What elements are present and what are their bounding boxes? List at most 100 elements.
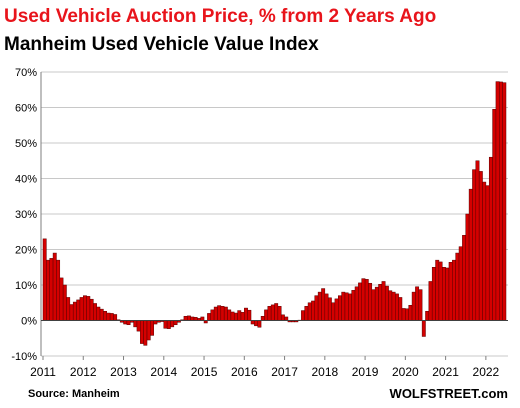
bar (448, 262, 453, 321)
x-tick-label: 2012 (70, 365, 97, 379)
bar (465, 213, 470, 321)
bar (314, 295, 319, 321)
bar (462, 235, 466, 321)
bar (240, 312, 245, 321)
chart-title: Used Vehicle Auction Price, % from 2 Yea… (4, 6, 437, 27)
bar (502, 82, 507, 321)
bar (327, 297, 332, 321)
bar (46, 259, 50, 321)
bar (374, 286, 379, 321)
bar (223, 306, 228, 321)
bar (89, 298, 94, 321)
bar (52, 252, 57, 321)
bar (76, 299, 81, 321)
bar (233, 312, 238, 321)
bar (371, 289, 376, 321)
bar (411, 291, 416, 321)
y-tick-label: 70% (15, 67, 37, 79)
x-tick-label: 2017 (271, 365, 298, 379)
x-tick-label: 2016 (231, 365, 258, 379)
bar (146, 320, 151, 341)
bar (351, 290, 356, 321)
x-tick-label: 2013 (110, 365, 137, 379)
bar (388, 290, 393, 321)
bar (59, 277, 64, 321)
bar (133, 320, 138, 328)
bar (170, 320, 175, 328)
bar (304, 306, 309, 321)
bar (274, 303, 279, 321)
bar (284, 316, 289, 321)
bar (187, 315, 191, 321)
bar (72, 301, 77, 321)
y-tick-label: -10% (11, 351, 37, 363)
bar (415, 286, 420, 321)
bar (93, 303, 97, 321)
bar (190, 316, 195, 321)
x-tick-label: 2014 (150, 365, 177, 379)
bar (79, 297, 84, 321)
x-axis-labels: 2011 2012 2013 2014 2015 2016 2017 2018 2019 2020… (30, 365, 499, 379)
bar (260, 315, 265, 321)
source-note: Source: Manheim (28, 388, 120, 400)
bar (398, 297, 403, 321)
x-tick-label: 2019 (352, 365, 379, 379)
bar (468, 188, 473, 321)
bar (103, 311, 107, 321)
y-tick-label: 60% (15, 103, 37, 115)
bar (368, 282, 373, 321)
chart-subtitle: Manheim Used Vehicle Value Index (4, 34, 319, 55)
bar (331, 302, 336, 321)
bar (277, 306, 282, 321)
bar (49, 258, 54, 321)
bar (254, 320, 258, 327)
bar (492, 109, 497, 321)
bar (425, 311, 430, 321)
y-tick-label: 20% (15, 245, 37, 257)
bar (301, 310, 305, 321)
bar (354, 286, 359, 321)
bar (482, 181, 487, 321)
bar (227, 309, 232, 321)
bar (311, 300, 316, 321)
bar (257, 320, 262, 328)
bar (384, 285, 389, 321)
bar (62, 284, 67, 321)
bar (213, 306, 218, 321)
bar (217, 305, 222, 321)
bar (230, 311, 235, 321)
bar (307, 302, 312, 321)
y-tick-label: 0% (21, 316, 37, 328)
bar (136, 320, 141, 332)
bar (475, 160, 480, 321)
bar (401, 308, 406, 321)
bar (163, 320, 168, 329)
x-tick-label: 2021 (432, 365, 459, 379)
bar (96, 306, 101, 321)
bar (42, 238, 47, 321)
bar (344, 292, 349, 321)
axes (40, 72, 508, 360)
x-tick-label: 2020 (392, 365, 419, 379)
bar (381, 281, 386, 321)
x-tick-label: 2018 (311, 365, 338, 379)
bar (83, 295, 87, 321)
bar (341, 291, 346, 321)
bar (418, 289, 423, 321)
bar (428, 281, 433, 321)
bar (438, 261, 443, 321)
bar (478, 171, 483, 321)
bar (408, 304, 413, 321)
bar (183, 315, 188, 321)
bar (166, 320, 171, 329)
bar (99, 308, 104, 321)
bar (364, 279, 369, 321)
y-tick-label: 50% (15, 138, 37, 150)
bar (123, 320, 128, 325)
bar (126, 320, 131, 326)
y-axis-labels: -10% 0% 10% 20% 30% 40% 50% 60% 70% (11, 67, 37, 363)
bar (358, 282, 362, 321)
bar (391, 291, 396, 321)
bar (237, 310, 242, 321)
bar (442, 267, 446, 321)
